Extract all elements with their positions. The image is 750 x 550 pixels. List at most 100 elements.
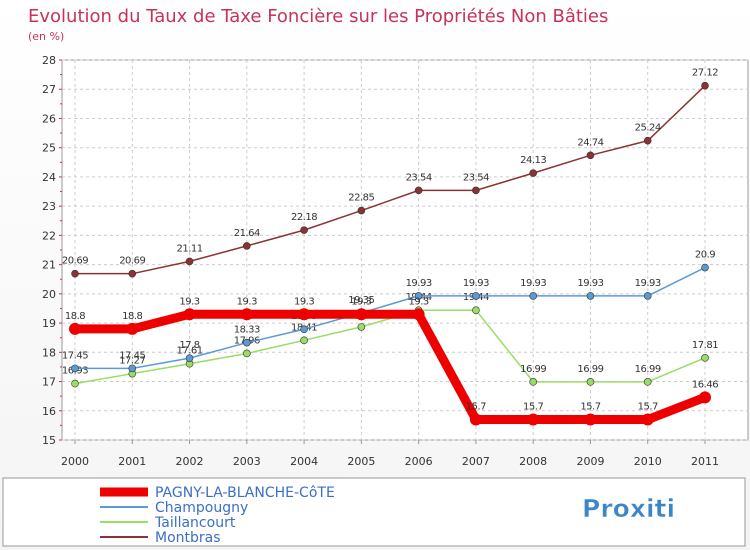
data-label: 19.93 bbox=[463, 278, 489, 289]
x-tick-label: 2004 bbox=[290, 455, 318, 468]
data-label: 20.69 bbox=[62, 256, 88, 267]
data-point bbox=[472, 306, 480, 315]
data-label: 16.99 bbox=[520, 364, 546, 375]
data-label: 17.8 bbox=[179, 340, 199, 351]
data-point bbox=[529, 292, 537, 300]
x-tick-label: 2005 bbox=[347, 455, 375, 468]
x-tick-label: 2003 bbox=[233, 455, 261, 468]
data-label: 19.93 bbox=[635, 278, 661, 289]
data-point bbox=[701, 354, 709, 362]
series-montbras: 20.69 20.69 21.11 21.64 22.18 22.85 23.54 23.54… bbox=[62, 68, 719, 278]
data-label: 17.61 bbox=[176, 346, 202, 357]
data-point bbox=[71, 379, 79, 388]
data-point bbox=[69, 322, 81, 335]
data-label: 22.85 bbox=[348, 193, 374, 204]
data-point bbox=[586, 292, 595, 300]
y-axis: 15 16 17 18 19 20 21 22 23 24 25 26 27 28 bbox=[42, 54, 62, 447]
data-label: 19.35 bbox=[348, 295, 374, 306]
data-label: 18.33 bbox=[234, 325, 260, 336]
y-tick-label: 28 bbox=[42, 54, 56, 67]
y-tick-label: 20 bbox=[42, 288, 56, 301]
data-point bbox=[71, 364, 79, 373]
y-tick-label: 17 bbox=[42, 376, 56, 389]
plot-area bbox=[61, 59, 749, 441]
data-point bbox=[701, 81, 709, 90]
data-point bbox=[300, 336, 308, 345]
data-label: 17.27 bbox=[119, 356, 145, 367]
x-tick-label: 2000 bbox=[61, 455, 89, 468]
y-tick-label: 26 bbox=[42, 112, 56, 125]
data-label: 17.81 bbox=[692, 340, 718, 351]
data-label: 16.46 bbox=[692, 379, 718, 390]
data-point bbox=[185, 257, 194, 266]
data-label: 25.24 bbox=[635, 123, 661, 134]
data-point bbox=[71, 269, 79, 278]
x-tick-label: 2008 bbox=[519, 455, 547, 468]
y-tick-label: 15 bbox=[42, 434, 56, 447]
data-label: 15.7 bbox=[523, 402, 543, 413]
data-label: 16.99 bbox=[635, 364, 661, 375]
data-point bbox=[469, 413, 482, 426]
proxiti-logo: Proxiti bbox=[582, 494, 676, 524]
data-label: 16.99 bbox=[577, 364, 603, 375]
x-tick-label: 2001 bbox=[118, 455, 146, 468]
data-point bbox=[300, 325, 308, 334]
legend: PAGNY-LA-BLANCHE-CôTEChampougnyTaillanco… bbox=[100, 485, 335, 546]
data-label: 15.7 bbox=[580, 402, 600, 413]
x-tick-label: 2007 bbox=[462, 455, 490, 468]
y-tick-label: 19 bbox=[42, 317, 56, 330]
data-label: 18.8 bbox=[122, 311, 142, 322]
data-point bbox=[643, 136, 652, 145]
data-label: 19.3 bbox=[294, 296, 314, 307]
data-point bbox=[183, 308, 196, 321]
data-label: 19.93 bbox=[520, 278, 546, 289]
chart-title: Evolution du Taux de Taxe Foncière sur l… bbox=[28, 6, 608, 27]
data-point bbox=[586, 378, 595, 386]
legend-label: Champougny bbox=[155, 500, 248, 516]
y-tick-label: 16 bbox=[42, 405, 56, 418]
data-point bbox=[126, 322, 139, 335]
data-point bbox=[701, 263, 709, 272]
data-point bbox=[643, 378, 652, 386]
data-label: 19.3 bbox=[351, 296, 371, 307]
data-point bbox=[357, 206, 366, 215]
data-point bbox=[243, 338, 251, 347]
y-tick-label: 21 bbox=[42, 259, 56, 272]
chart-subtitle: (en %) bbox=[28, 30, 64, 43]
legend-label: Montbras bbox=[155, 530, 221, 546]
series-line bbox=[75, 309, 707, 425]
y-tick-label: 18 bbox=[42, 346, 56, 359]
y-tick-label: 27 bbox=[42, 83, 56, 96]
data-point bbox=[355, 308, 368, 321]
data-point bbox=[472, 292, 480, 300]
data-label: 20.69 bbox=[119, 256, 145, 267]
x-tick-label: 2002 bbox=[176, 455, 204, 468]
data-point bbox=[357, 323, 366, 331]
series-line bbox=[75, 85, 706, 275]
data-point bbox=[243, 349, 251, 358]
series-pagny-la-blanche-c-te: 18.8 18.8 19.3 19.3 19.3 19.3 19.3 15.7 15.7 15.7… bbox=[65, 296, 719, 426]
data-point bbox=[414, 292, 423, 300]
x-tick-label: 2010 bbox=[634, 455, 662, 468]
data-point bbox=[641, 413, 654, 426]
data-point bbox=[529, 169, 537, 177]
y-tick-label: 25 bbox=[42, 142, 56, 155]
data-label: 20.9 bbox=[695, 250, 715, 261]
grid bbox=[62, 59, 748, 441]
data-label: 18.8 bbox=[65, 311, 85, 322]
data-label: 23.54 bbox=[406, 172, 432, 183]
data-label: 15.7 bbox=[638, 402, 658, 413]
data-point bbox=[128, 364, 137, 373]
y-tick-label: 23 bbox=[42, 200, 56, 213]
x-tick-label: 2006 bbox=[405, 455, 433, 468]
series-group: 20.69 20.69 21.11 21.64 22.18 22.85 23.54 23.54… bbox=[62, 68, 719, 426]
data-label: 21.64 bbox=[234, 228, 260, 239]
x-tick-label: 2011 bbox=[691, 455, 719, 468]
data-point bbox=[240, 308, 253, 321]
data-label: 19.93 bbox=[577, 278, 603, 289]
data-label: 23.54 bbox=[463, 172, 489, 183]
data-label: 21.11 bbox=[176, 243, 202, 254]
series-line bbox=[75, 266, 706, 370]
data-label: 22.18 bbox=[291, 212, 317, 223]
